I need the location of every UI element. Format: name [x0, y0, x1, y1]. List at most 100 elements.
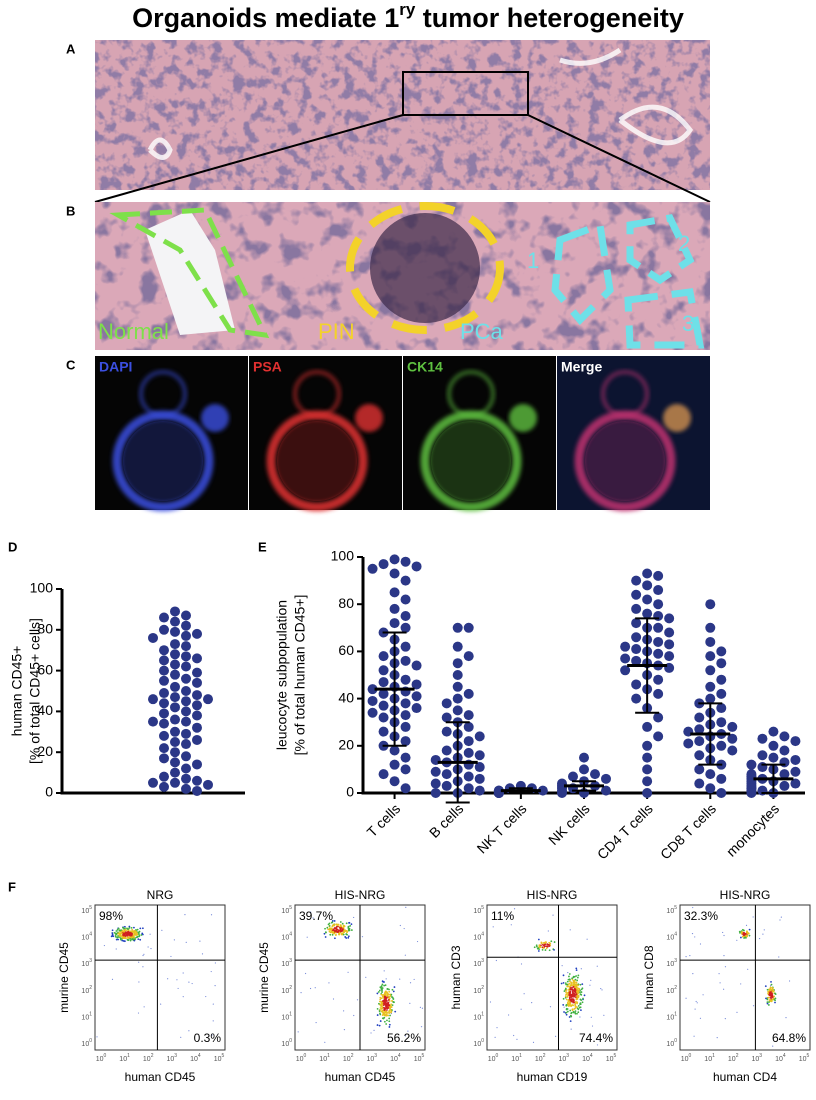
- flow-event: [583, 994, 586, 997]
- flow-event: [380, 1000, 382, 1003]
- flow-event: [136, 933, 138, 936]
- flow-event: [413, 978, 415, 981]
- flow-event: [565, 994, 567, 996]
- tick-base: 10: [473, 1041, 481, 1048]
- data-point: [601, 785, 611, 796]
- quadrant-percent: 11%: [491, 909, 514, 923]
- tick-base: 10: [81, 934, 89, 941]
- flow-event: [747, 932, 750, 935]
- data-point: [620, 641, 631, 652]
- x-tick-label: NK cells: [545, 800, 593, 848]
- flow-event: [774, 1001, 776, 1004]
- flow-y-tick: 101: [666, 1012, 677, 1022]
- flow-event: [767, 992, 769, 995]
- flow-event: [489, 1001, 492, 1003]
- flow-event: [421, 1007, 424, 1009]
- flow-event: [349, 924, 352, 927]
- flow-event: [361, 936, 364, 938]
- flow-x-tick: 102: [535, 1053, 546, 1063]
- tick-base: 10: [281, 1014, 289, 1021]
- tick-base: 10: [143, 1056, 151, 1063]
- tick-exponent: 2: [89, 985, 92, 991]
- flow-event: [568, 975, 570, 978]
- flow-event: [381, 983, 384, 986]
- flow-event: [306, 936, 308, 938]
- flow-event: [111, 978, 114, 980]
- flow-event: [380, 987, 383, 990]
- data-point: [400, 611, 411, 621]
- flow-event: [576, 979, 579, 982]
- data-point: [170, 767, 180, 778]
- flow-event: [570, 984, 573, 987]
- tick-exponent: 1: [127, 1053, 130, 1059]
- flow-x-tick: 101: [119, 1053, 130, 1063]
- tick-base: 10: [473, 934, 481, 941]
- tick-exponent: 5: [481, 905, 484, 911]
- data-point: [642, 788, 653, 798]
- data-point: [170, 726, 180, 737]
- flow-event: [185, 941, 187, 944]
- flow-event: [574, 986, 576, 989]
- flow-event: [314, 987, 316, 989]
- flow-event: [115, 932, 118, 935]
- flow-event: [391, 988, 394, 991]
- data-point: [411, 679, 422, 690]
- data-point: [159, 645, 169, 656]
- flow-event: [391, 1004, 394, 1007]
- tick-base: 10: [511, 1056, 519, 1063]
- flow-event: [386, 1019, 388, 1022]
- flow-event: [570, 996, 573, 998]
- data-point: [664, 627, 675, 638]
- tick-base: 10: [367, 1056, 375, 1063]
- flow-y-tick: 104: [666, 932, 677, 942]
- organoid: [355, 404, 383, 432]
- flow-y-tick: 104: [81, 932, 92, 942]
- flow-event: [122, 926, 124, 929]
- flow-event: [573, 979, 576, 982]
- flow-event: [419, 1006, 421, 1008]
- flow-event: [513, 908, 516, 910]
- flow-event: [138, 981, 140, 983]
- data-point: [400, 655, 411, 666]
- tick-exponent: 0: [89, 1038, 92, 1044]
- flow-event: [131, 928, 134, 931]
- flow-event: [716, 1037, 718, 1039]
- flow-x-tick: 100: [488, 1053, 499, 1063]
- flow-event: [569, 1020, 572, 1023]
- pca-outline: [626, 214, 695, 285]
- pca-outline: [551, 220, 614, 326]
- flow-y-tick: 103: [81, 959, 92, 969]
- flow-x-tick: 103: [167, 1053, 178, 1063]
- flow-event: [568, 1001, 571, 1003]
- flow-y-tick: 103: [666, 959, 677, 969]
- data-point: [170, 681, 180, 692]
- tick-base: 10: [96, 1056, 104, 1063]
- data-point: [653, 599, 664, 610]
- data-point: [705, 783, 716, 794]
- flow-event: [121, 939, 124, 942]
- flow-event: [513, 1034, 515, 1037]
- flow-event: [580, 988, 583, 991]
- data-point: [181, 641, 191, 652]
- flow-event: [743, 937, 745, 939]
- flow-event: [575, 981, 578, 984]
- flow-event: [547, 930, 549, 932]
- tick-exponent: 5: [422, 1053, 425, 1059]
- zoom-line: [94, 114, 404, 203]
- flow-title: HIS-NRG: [720, 888, 771, 902]
- data-point: [727, 721, 738, 732]
- flow-event: [380, 1005, 383, 1008]
- flow-event: [577, 984, 580, 987]
- quadrant-percent: 74.4%: [579, 1031, 613, 1045]
- flow-event: [381, 994, 384, 996]
- data-point: [631, 603, 642, 614]
- flow-event: [120, 932, 123, 935]
- flow-event: [539, 946, 542, 948]
- flow-event: [341, 922, 344, 925]
- y-tick-label: 20: [37, 743, 53, 759]
- data-point: [463, 771, 474, 782]
- flow-event: [739, 936, 742, 939]
- flow-event: [167, 978, 169, 980]
- flow-event: [335, 929, 338, 932]
- flow-event: [170, 955, 172, 958]
